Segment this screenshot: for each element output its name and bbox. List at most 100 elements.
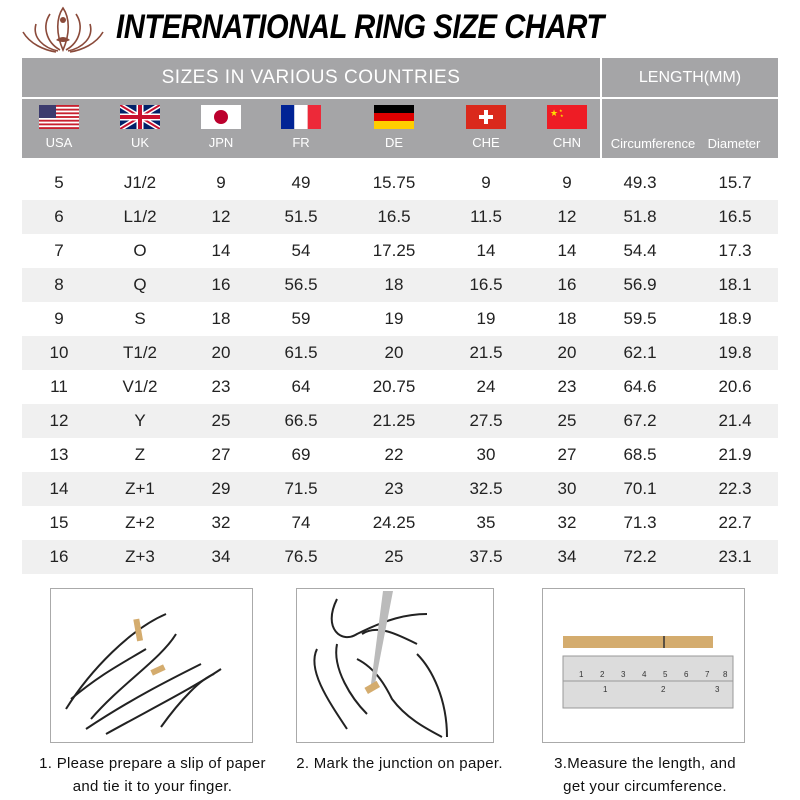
cell-jpn: 32 xyxy=(211,513,231,532)
cell-fr: 56.5 xyxy=(284,275,318,294)
cell-uk: J1/2 xyxy=(123,173,157,192)
cell-circumference: 51.8 xyxy=(623,207,657,226)
cell-uk: O xyxy=(133,241,147,260)
china-flag-icon: ★ ★★ xyxy=(547,105,587,129)
table-row: 16 Z+3 34 76.5 25 37.5 34 72.2 23.1 xyxy=(22,540,778,574)
country-column-che: CHE xyxy=(446,99,526,150)
step2-line1: 2. Mark the junction on paper. xyxy=(296,755,503,772)
cell-usa: 7 xyxy=(54,241,64,260)
cell-chn: 18 xyxy=(557,309,577,328)
cell-fr: 74 xyxy=(291,513,311,532)
cell-de: 21.25 xyxy=(372,411,416,430)
cell-de: 18 xyxy=(384,275,404,294)
cell-chn: 12 xyxy=(557,207,577,226)
svg-text:3: 3 xyxy=(715,685,720,694)
cell-chn: 14 xyxy=(557,241,577,260)
cell-jpn: 20 xyxy=(211,343,231,362)
cell-che: 35 xyxy=(476,513,496,532)
cell-diameter: 21.4 xyxy=(718,411,752,430)
cell-de: 20 xyxy=(384,343,404,362)
svg-text:5: 5 xyxy=(663,670,668,679)
cell-fr: 49 xyxy=(291,173,311,192)
cell-chn: 27 xyxy=(557,445,577,464)
cell-diameter: 23.1 xyxy=(718,547,752,566)
cell-che: 19 xyxy=(476,309,496,328)
table-row: 10 T1/2 20 61.5 20 21.5 20 62.1 19.8 xyxy=(22,336,778,370)
cell-chn: 16 xyxy=(557,275,577,294)
cell-circumference: 64.6 xyxy=(623,377,657,396)
cell-de: 20.75 xyxy=(372,377,416,396)
hand-with-paper-icon xyxy=(65,613,222,735)
country-code: DE xyxy=(384,135,404,150)
cell-che: 16.5 xyxy=(469,275,503,294)
cell-usa: 12 xyxy=(49,411,69,430)
country-column-usa: USA xyxy=(19,99,99,150)
table-row: 14 Z+1 29 71.5 23 32.5 30 70.1 22.3 xyxy=(22,472,778,506)
step1-line1: 1. Please prepare a slip of paper xyxy=(39,755,266,772)
svg-text:1: 1 xyxy=(603,685,608,694)
cell-fr: 69 xyxy=(291,445,311,464)
cell-circumference: 71.3 xyxy=(623,513,657,532)
cell-usa: 5 xyxy=(54,173,64,192)
table-row: 7 O 14 54 17.25 14 14 54.4 17.3 xyxy=(22,234,778,268)
country-code: FR xyxy=(292,135,310,150)
cell-diameter: 21.9 xyxy=(718,445,752,464)
country-code: USA xyxy=(45,135,73,150)
country-column-fr: FR xyxy=(261,99,341,150)
cell-de: 16.5 xyxy=(377,207,411,226)
cell-fr: 51.5 xyxy=(284,207,318,226)
lotus-yoga-logo xyxy=(22,6,104,53)
cell-de: 17.25 xyxy=(372,241,416,260)
cell-diameter: 22.7 xyxy=(718,513,752,532)
cell-circumference: 56.9 xyxy=(623,275,657,294)
country-code: UK xyxy=(130,135,150,150)
cell-jpn: 9 xyxy=(216,173,226,192)
page-title: INTERNATIONAL RING SIZE CHART xyxy=(116,8,604,46)
country-column-de: DE xyxy=(354,99,434,150)
step3-line1: 3.Measure the length, and xyxy=(554,755,736,772)
sizes-header: SIZES IN VARIOUS COUNTRIES xyxy=(22,58,600,97)
cell-jpn: 23 xyxy=(211,377,231,396)
table-row: 15 Z+2 32 74 24.25 35 32 71.3 22.7 xyxy=(22,506,778,540)
cell-che: 24 xyxy=(476,377,496,396)
cell-che: 27.5 xyxy=(469,411,503,430)
country-code: CHE xyxy=(472,135,500,150)
cell-uk: Z+1 xyxy=(125,479,155,498)
france-flag-icon xyxy=(281,105,321,129)
cell-circumference: 59.5 xyxy=(623,309,657,328)
svg-text:8: 8 xyxy=(723,670,728,679)
cell-chn: 25 xyxy=(557,411,577,430)
japan-flag-icon xyxy=(201,105,241,129)
svg-text:3: 3 xyxy=(621,670,626,679)
marking-paper-icon xyxy=(313,591,448,738)
cell-circumference: 67.2 xyxy=(623,411,657,430)
diameter-header: Diameter xyxy=(707,136,761,151)
cell-usa: 11 xyxy=(50,377,68,396)
svg-text:2: 2 xyxy=(600,670,605,679)
step1-illustration xyxy=(50,588,253,743)
cell-jpn: 12 xyxy=(211,207,231,226)
cell-jpn: 25 xyxy=(211,411,231,430)
length-header: LENGTH(MM) xyxy=(602,58,778,97)
cell-circumference: 72.2 xyxy=(623,547,657,566)
svg-text:1: 1 xyxy=(579,670,584,679)
table-row: 11 V1/2 23 64 20.75 24 23 64.6 20.6 xyxy=(22,370,778,404)
table-row: 13 Z 27 69 22 30 27 68.5 21.9 xyxy=(22,438,778,472)
germany-flag-icon xyxy=(374,105,414,129)
cell-diameter: 22.3 xyxy=(718,479,752,498)
svg-text:2: 2 xyxy=(661,685,666,694)
cell-che: 30 xyxy=(476,445,496,464)
cell-circumference: 49.3 xyxy=(623,173,657,192)
cell-uk: S xyxy=(134,309,146,328)
cell-de: 19 xyxy=(384,309,404,328)
cell-diameter: 17.3 xyxy=(718,241,752,260)
step3-illustration: 1 2 3 4 5 6 7 8 1 2 3 xyxy=(542,588,745,743)
cell-chn: 9 xyxy=(562,173,572,192)
cell-uk: Z+3 xyxy=(125,547,155,566)
cell-circumference: 54.4 xyxy=(623,241,657,260)
svg-text:6: 6 xyxy=(684,670,689,679)
step1-caption: 1. Please prepare a slip of paper and ti… xyxy=(30,752,275,798)
switzerland-flag-icon xyxy=(466,105,506,129)
step1-line2: and tie it to your finger. xyxy=(72,778,233,795)
cell-chn: 23 xyxy=(557,377,577,396)
